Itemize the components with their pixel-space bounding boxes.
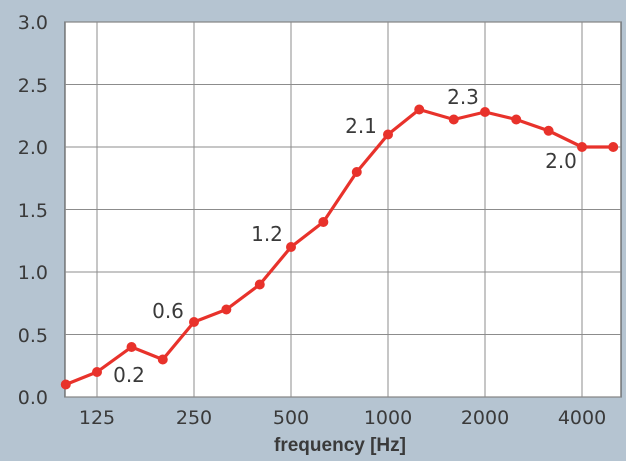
data-label: 1.2 [251,222,283,246]
y-tick-label: 2.0 [18,137,48,159]
data-point [414,105,424,115]
data-point [127,342,137,352]
data-label: 2.0 [545,149,577,173]
data-point [255,280,265,290]
x-tick-label: 1000 [364,407,412,429]
data-point [511,115,521,125]
y-tick-label: 0.5 [18,325,48,347]
y-axis: 0.0 0.5 1.0 1.5 2.0 2.5 3.0 [18,12,48,409]
x-tick-label: 500 [273,407,309,429]
x-tick-label: 125 [79,407,115,429]
x-axis: 125 250 500 1000 2000 4000 [79,407,606,429]
data-point [352,167,362,177]
data-point [318,217,328,227]
data-label: 0.6 [152,299,184,323]
y-tick-label: 0.0 [18,387,48,409]
y-tick-label: 1.5 [18,200,48,222]
data-point [480,107,490,117]
data-point [608,142,618,152]
x-axis-title: frequency [Hz] [274,435,406,456]
data-point [544,126,554,136]
data-point [286,242,296,252]
x-tick-label: 4000 [558,407,606,429]
data-point [158,355,168,365]
data-label: 2.1 [345,114,377,138]
data-point [61,380,71,390]
data-point [449,115,459,125]
y-tick-label: 3.0 [18,12,48,34]
data-point [221,305,231,315]
y-tick-label: 1.0 [18,262,48,284]
y-tick-label: 2.5 [18,75,48,97]
data-point [577,142,587,152]
data-point [189,317,199,327]
x-tick-label: 250 [176,407,212,429]
data-point [383,130,393,140]
data-label: 2.3 [447,85,479,109]
data-point [92,367,102,377]
data-label: 0.2 [113,363,145,387]
x-tick-label: 2000 [461,407,509,429]
